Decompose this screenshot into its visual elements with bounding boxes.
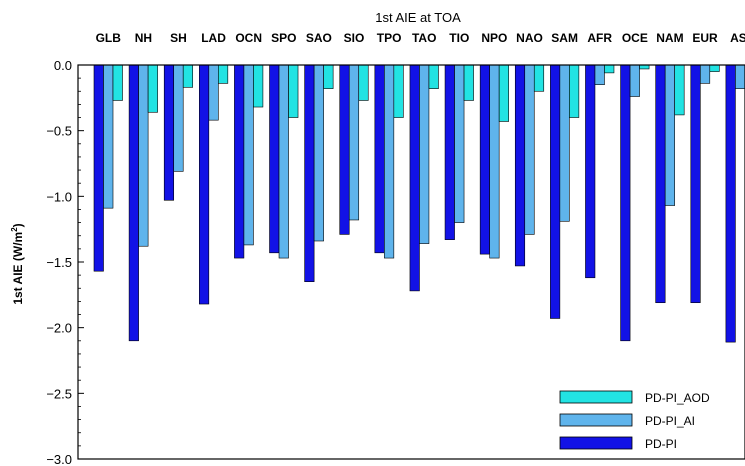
bar-sh-pd-pi-ai: [173, 64, 184, 172]
category-label-asi: ASI: [730, 31, 745, 45]
legend-label-pd-pi-ai: PD-PI_AI: [645, 414, 695, 428]
bar-glb-pd-pi-aod: [112, 64, 123, 101]
bar-nam-pd-pi-aod: [674, 64, 685, 116]
category-label-nh: NH: [135, 31, 152, 45]
category-label-ocn: OCN: [235, 31, 262, 45]
y-axis-label-main: 1st AIE (W/m: [11, 232, 25, 305]
bar-nh-pd-pi-aod: [147, 64, 158, 113]
y-axis-label-superscript: 2: [10, 227, 19, 232]
y-tick-label: 0.0: [54, 58, 72, 73]
bar-afr-pd-pi-aod: [604, 64, 615, 74]
y-tick-label: −2.0: [46, 321, 72, 336]
bar-afr-pd-pi: [585, 64, 596, 279]
bar-nh-pd-pi: [128, 64, 139, 342]
category-label-oce: OCE: [622, 31, 648, 45]
bar-nh-pd-pi-ai: [138, 64, 149, 247]
bar-ocn-pd-pi: [234, 64, 245, 259]
bar-nao-pd-pi-ai: [524, 64, 535, 235]
category-labels: GLB NH SH LAD OCN SPO SAO SIO TPO TAO TIO NPO NAO SAM…: [96, 31, 745, 45]
bar-asi-pd-pi-ai: [735, 64, 745, 89]
bar-spo-pd-pi-aod: [288, 64, 299, 118]
y-tick-label: −3.0: [46, 452, 72, 466]
bar-sam-pd-pi-aod: [569, 64, 580, 118]
bar-sio-pd-pi-aod: [358, 64, 369, 101]
bar-sh-pd-pi-aod: [182, 64, 194, 88]
bar-spo-pd-pi: [269, 64, 280, 254]
bar-npo-pd-pi-aod: [498, 64, 509, 122]
bar-ocn-pd-pi-ai: [243, 64, 254, 246]
bar-tpo-pd-pi: [374, 64, 385, 254]
bar-npo-pd-pi-ai: [489, 64, 500, 259]
bar-glb-pd-pi: [93, 64, 104, 272]
legend-label-pd-pi-aod: PD-PI_AOD: [645, 391, 710, 405]
bar-nam-pd-pi: [655, 64, 666, 304]
category-label-glb: GLB: [96, 31, 122, 45]
bar-npo-pd-pi: [479, 64, 490, 255]
legend-swatch-pd-pi: [559, 436, 633, 450]
bars-group: [93, 64, 745, 343]
bar-spo-pd-pi-ai: [278, 64, 289, 259]
bar-afr-pd-pi-ai: [594, 64, 605, 86]
bar-sio-pd-pi-ai: [348, 64, 360, 221]
bar-tao-pd-pi-ai: [419, 64, 430, 244]
axes-group: 0.0 −0.5 −1.0 −1.5 −2.0 −2.5 −3.0: [46, 58, 745, 466]
bar-nao-pd-pi: [514, 64, 526, 267]
bar-lad-pd-pi: [199, 64, 210, 305]
category-label-lad: LAD: [201, 31, 226, 45]
bar-nam-pd-pi-ai: [664, 64, 675, 206]
bar-eur-pd-pi-aod: [709, 64, 720, 72]
bar-eur-pd-pi: [690, 64, 701, 304]
category-label-tao: TAO: [412, 31, 436, 45]
y-tick-label: −0.5: [46, 124, 72, 139]
category-label-spo: SPO: [271, 31, 296, 45]
bar-asi-pd-pi: [725, 64, 736, 343]
bar-tio-pd-pi: [444, 64, 455, 240]
legend-swatch-pd-pi-aod: [559, 390, 633, 404]
category-label-eur: EUR: [692, 31, 718, 45]
y-tick-label: −1.0: [46, 189, 72, 204]
category-label-npo: NPO: [481, 31, 507, 45]
bar-tao-pd-pi: [409, 64, 420, 292]
y-axis-label-end: ): [11, 223, 25, 227]
bar-tpo-pd-pi-aod: [393, 64, 404, 118]
bar-oce-pd-pi: [620, 64, 631, 342]
bar-sio-pd-pi: [339, 64, 350, 235]
bar-tpo-pd-pi-ai: [384, 64, 395, 259]
bar-tao-pd-pi-aod: [428, 64, 439, 89]
svg-text:1st AIE (W/m2): 1st AIE (W/m2): [10, 223, 25, 304]
chart-title: 1st AIE at TOA: [375, 10, 461, 25]
bar-lad-pd-pi-ai: [208, 64, 219, 121]
y-tick-label: −2.5: [46, 386, 72, 401]
category-label-sh: SH: [170, 31, 187, 45]
category-label-nao: NAO: [516, 31, 543, 45]
category-label-afr: AFR: [587, 31, 612, 45]
bar-sao-pd-pi: [304, 64, 315, 282]
bar-lad-pd-pi-aod: [218, 64, 229, 84]
bar-ocn-pd-pi-aod: [253, 64, 264, 108]
y-tick-label: −1.5: [46, 255, 72, 270]
bar-nao-pd-pi-aod: [533, 64, 545, 92]
bar-tio-pd-pi-aod: [463, 64, 474, 101]
bar-sh-pd-pi: [163, 64, 175, 201]
bar-sam-pd-pi-ai: [559, 64, 570, 222]
category-label-nam: NAM: [656, 31, 683, 45]
legend-swatch-pd-pi-ai: [559, 413, 633, 427]
bar-sao-pd-pi-aod: [323, 64, 334, 89]
category-label-sao: SAO: [306, 31, 332, 45]
bar-glb-pd-pi-ai: [103, 64, 114, 209]
bar-oce-pd-pi-ai: [629, 64, 640, 97]
bar-sao-pd-pi-ai: [313, 64, 324, 242]
category-label-sam: SAM: [551, 31, 578, 45]
legend: PD-PI_AOD PD-PI_AI PD-PI: [559, 390, 710, 451]
bar-eur-pd-pi-ai: [699, 64, 711, 84]
category-label-sio: SIO: [344, 31, 365, 45]
bar-tio-pd-pi-ai: [454, 64, 465, 223]
category-label-tpo: TPO: [377, 31, 402, 45]
category-label-tio: TIO: [449, 31, 469, 45]
legend-label-pd-pi: PD-PI: [645, 437, 677, 451]
y-axis-label: 1st AIE (W/m2): [10, 223, 25, 304]
bar-sam-pd-pi: [550, 64, 561, 319]
